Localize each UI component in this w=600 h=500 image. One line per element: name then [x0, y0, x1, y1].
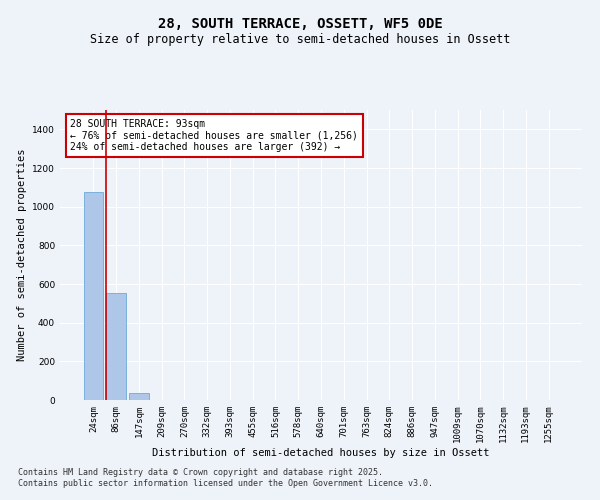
Bar: [129, 393, 149, 400]
Text: Contains HM Land Registry data © Crown copyright and database right 2025.
Contai: Contains HM Land Registry data © Crown c…: [18, 468, 433, 487]
Y-axis label: Number of semi-detached properties: Number of semi-detached properties: [17, 149, 26, 361]
Bar: [84, 192, 103, 400]
Text: 28 SOUTH TERRACE: 93sqm
← 76% of semi-detached houses are smaller (1,256)
24% of: 28 SOUTH TERRACE: 93sqm ← 76% of semi-de…: [70, 118, 358, 152]
X-axis label: Distribution of semi-detached houses by size in Ossett: Distribution of semi-detached houses by …: [152, 448, 490, 458]
Bar: [106, 292, 126, 400]
Text: Size of property relative to semi-detached houses in Ossett: Size of property relative to semi-detach…: [90, 32, 510, 46]
Text: 28, SOUTH TERRACE, OSSETT, WF5 0DE: 28, SOUTH TERRACE, OSSETT, WF5 0DE: [158, 18, 442, 32]
